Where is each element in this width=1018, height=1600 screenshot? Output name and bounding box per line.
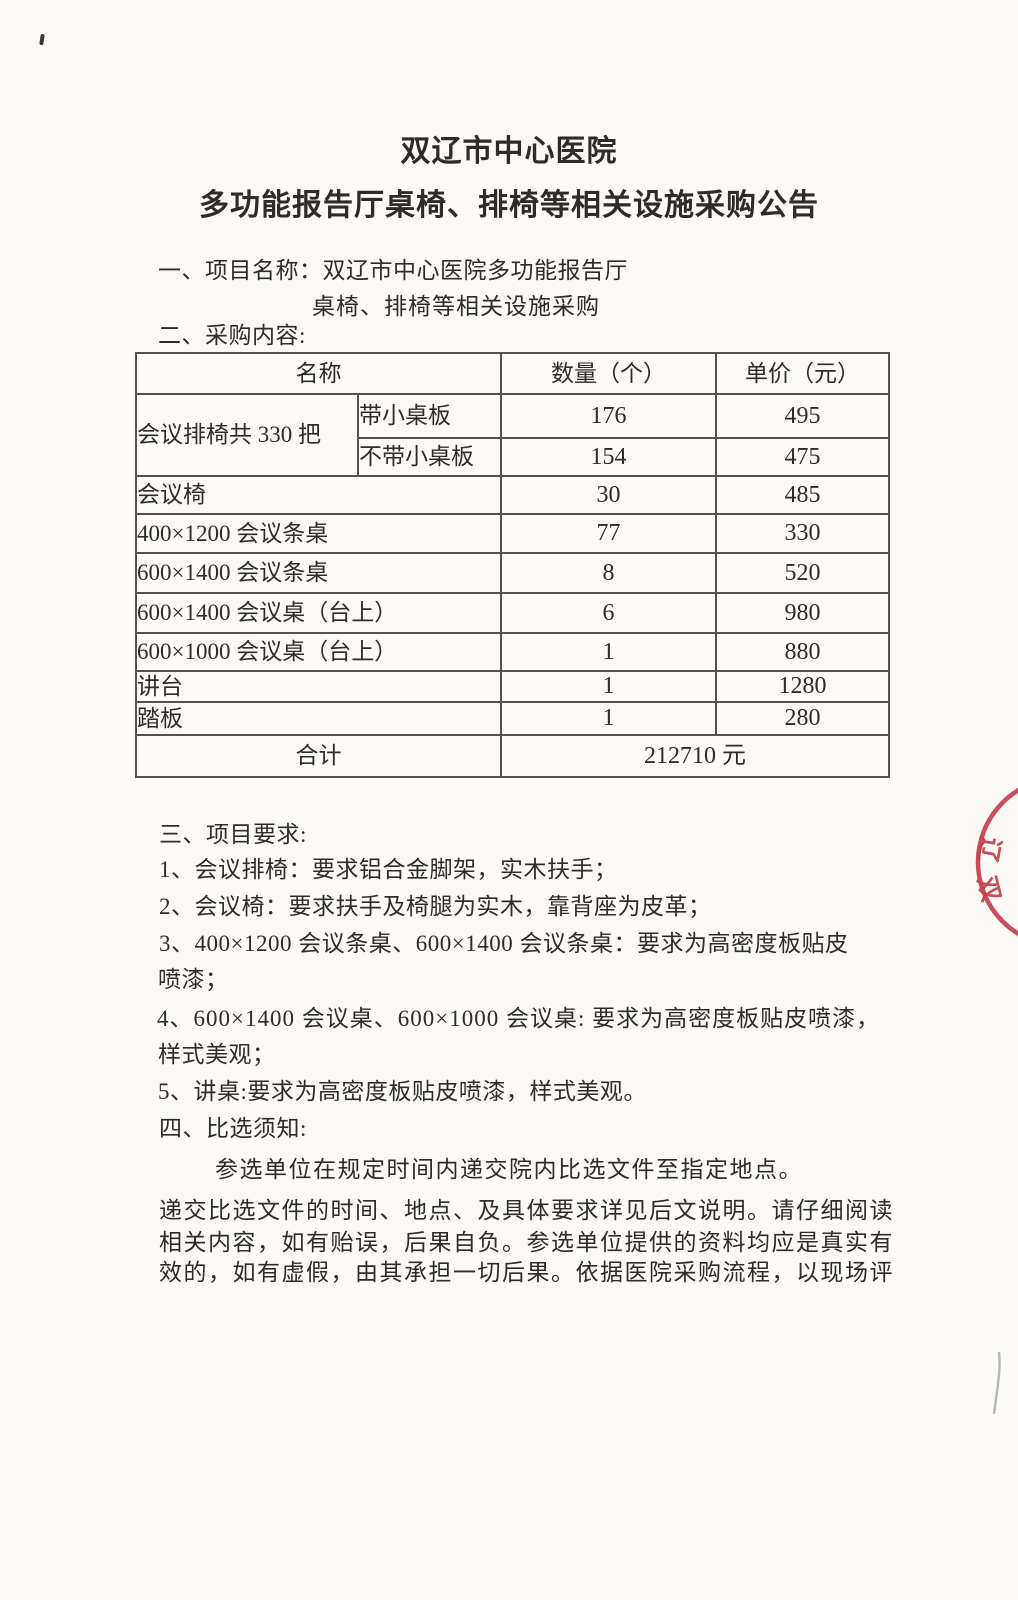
qty-cell: 1 [500, 632, 717, 672]
requirement-line: 2、会议椅：要求扶手及椅腿为实木，靠背座为皮革； [159, 894, 712, 919]
section3-heading: 三、项目要求: [159, 822, 307, 847]
table-row: 踏板 1 280 [135, 701, 890, 736]
table-row: 讲台 1 1280 [135, 670, 890, 703]
requirement-line: 样式美观； [158, 1042, 276, 1067]
stamp-character-bottom: 双 [972, 874, 1004, 905]
section4-intro: 参选单位在规定时间内递交院内比选文件至指定地点。 [215, 1157, 803, 1182]
table-row: 600×1000 会议桌（台上） 1 880 [135, 632, 890, 672]
paragraph-line: 相关内容，如有贻误，后果自负。参选单位提供的资料均应是真实有 [159, 1230, 894, 1255]
table-row: 会议排椅共 330 把 带小桌板 176 495 [135, 393, 890, 477]
item-name-cell: 600×1000 会议桌（台上） [135, 632, 502, 672]
table-row: 600×1400 会议桌（台上） 6 980 [135, 592, 890, 634]
qty-cell: 1 [500, 670, 717, 703]
official-stamp-partial: 辽 双 [972, 787, 1018, 937]
requirement-line: 4、600×1400 会议桌、600×1000 会议桌: 要求为高密度板贴皮喷漆… [157, 1006, 881, 1031]
total-label-cell: 合计 [135, 734, 502, 778]
price-cell: 475 [715, 437, 890, 477]
paragraph-line: 递交比选文件的时间、地点、及具体要求详见后文说明。请仔细阅读 [159, 1198, 894, 1223]
table-header-row: 名称 数量（个） 单价（元） [135, 352, 890, 395]
scan-scratch [992, 1351, 1001, 1415]
qty-cell: 77 [500, 513, 717, 554]
price-cell: 520 [715, 552, 890, 594]
stamp-circle [975, 787, 1018, 937]
item-name-cell: 600×1400 会议桌（台上） [135, 592, 502, 634]
document-title-line1: 双辽市中心医院 [400, 135, 618, 168]
qty-cell: 176 [500, 393, 717, 439]
table-row: 不带小桌板 154 475 [136, 437, 890, 477]
group-label-cell: 会议排椅共 330 把 [135, 393, 359, 477]
qty-cell: 8 [500, 552, 717, 594]
item-name-cell: 会议椅 [135, 475, 502, 515]
qty-cell: 1 [500, 701, 717, 736]
stamp-character-top: 辽 [973, 835, 1005, 865]
requirement-line: 3、400×1200 会议条桌、600×1400 会议条桌：要求为高密度板贴皮 [159, 931, 849, 956]
item-name-cell: 讲台 [135, 670, 502, 703]
section1-project-name-line2: 桌椅、排椅等相关设施采购 [312, 294, 600, 319]
total-value-cell: 212710 元 [500, 734, 890, 778]
qty-cell: 30 [500, 475, 717, 515]
section1-project-name-line1: 一、项目名称：双辽市中心医院多功能报告厅 [158, 258, 628, 283]
table-total-row: 合计 212710 元 [135, 734, 890, 778]
table-row: 400×1200 会议条桌 77 330 [135, 513, 890, 554]
header-price: 单价（元） [715, 352, 890, 395]
price-cell: 280 [715, 701, 890, 736]
section2-heading: 二、采购内容: [158, 323, 306, 348]
procurement-table: 名称 数量（个） 单价（元） 会议排椅共 330 把 带小桌板 176 495 … [135, 352, 890, 778]
scan-speck [39, 33, 45, 46]
requirement-line: 5、讲桌:要求为高密度板贴皮喷漆，样式美观。 [158, 1079, 647, 1104]
table-row: 会议椅 30 485 [135, 475, 890, 515]
item-name-cell: 600×1400 会议条桌 [135, 552, 502, 594]
requirement-line: 喷漆； [158, 967, 229, 992]
price-cell: 880 [715, 632, 890, 672]
item-name-cell: 不带小桌板 [357, 437, 502, 477]
price-cell: 1280 [715, 670, 890, 703]
qty-cell: 6 [500, 592, 717, 634]
qty-cell: 154 [500, 437, 717, 477]
item-name-cell: 带小桌板 [357, 393, 502, 439]
document-title-line2: 多功能报告厅桌椅、排椅等相关设施采购公告 [199, 189, 819, 222]
price-cell: 330 [715, 513, 890, 554]
section4-heading: 四、比选须知: [159, 1116, 307, 1141]
price-cell: 980 [715, 592, 890, 634]
requirement-line: 1、会议排椅：要求铝合金脚架，实木扶手； [159, 857, 618, 882]
item-name-cell: 踏板 [135, 701, 502, 736]
item-name-cell: 400×1200 会议条桌 [135, 513, 502, 554]
price-cell: 485 [715, 475, 890, 515]
paragraph-line: 效的，如有虚假，由其承担一切后果。依据医院采购流程，以现场评 [159, 1260, 894, 1285]
header-qty: 数量（个） [500, 352, 717, 395]
price-cell: 495 [715, 393, 890, 439]
header-name: 名称 [135, 352, 502, 395]
table-row: 600×1400 会议条桌 8 520 [135, 552, 890, 594]
